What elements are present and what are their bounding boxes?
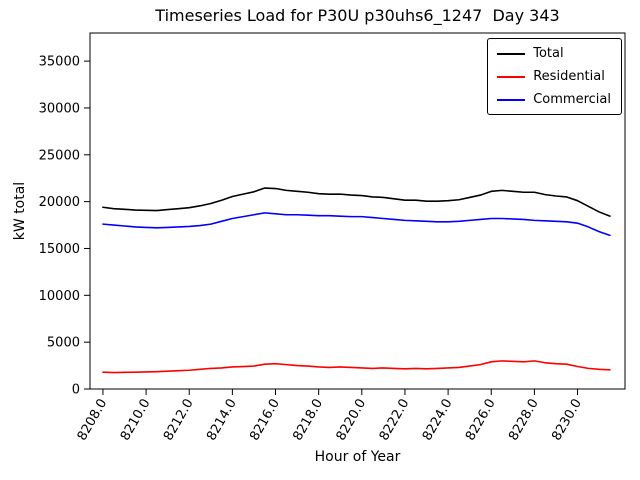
y-tick-label: 20000 xyxy=(39,195,80,210)
x-tick-label: 8218.0 xyxy=(290,397,326,444)
y-tick-label: 15000 xyxy=(39,242,80,257)
legend-swatch xyxy=(497,52,526,55)
y-tick-label: 10000 xyxy=(39,289,80,304)
series-line-residential xyxy=(102,360,611,374)
x-tick-label: 8212.0 xyxy=(161,397,197,444)
x-tick-label: 8208.0 xyxy=(75,397,111,444)
legend-item-residential: Residential xyxy=(497,69,611,84)
x-tick-label: 8214.0 xyxy=(204,397,240,444)
x-tick-label: 8220.0 xyxy=(334,397,370,444)
series-line-total xyxy=(102,187,611,217)
y-tick-label: 30000 xyxy=(39,101,80,116)
x-tick-label: 8210.0 xyxy=(118,397,154,444)
x-tick-label: 8222.0 xyxy=(377,397,413,444)
y-tick-label: 25000 xyxy=(39,148,80,163)
legend-item-commercial: Commercial xyxy=(497,92,611,107)
x-axis-label: Hour of Year xyxy=(314,449,401,465)
legend-swatch xyxy=(497,75,526,78)
chart-title: Timeseries Load for P30U p30uhs6_1247 Da… xyxy=(155,6,560,25)
axes-frame xyxy=(89,32,626,390)
legend-item-total: Total xyxy=(497,46,611,61)
x-tick-label: 8230.0 xyxy=(549,397,585,444)
legend-label: Residential xyxy=(533,69,605,84)
series-line-commercial xyxy=(102,212,611,237)
x-tick-label: 8216.0 xyxy=(247,397,283,444)
y-tick-label: 5000 xyxy=(47,336,80,351)
x-tick-label: 8228.0 xyxy=(506,397,542,444)
legend-label: Total xyxy=(533,46,564,61)
x-tick-label: 8226.0 xyxy=(463,397,499,444)
legend-label: Commercial xyxy=(533,92,611,107)
y-tick-label: 35000 xyxy=(39,55,80,70)
y-tick-label: 0 xyxy=(72,383,80,398)
legend-swatch xyxy=(497,98,526,101)
legend: Total Residential Commercial xyxy=(487,38,622,115)
x-tick-label: 8224.0 xyxy=(420,397,456,444)
